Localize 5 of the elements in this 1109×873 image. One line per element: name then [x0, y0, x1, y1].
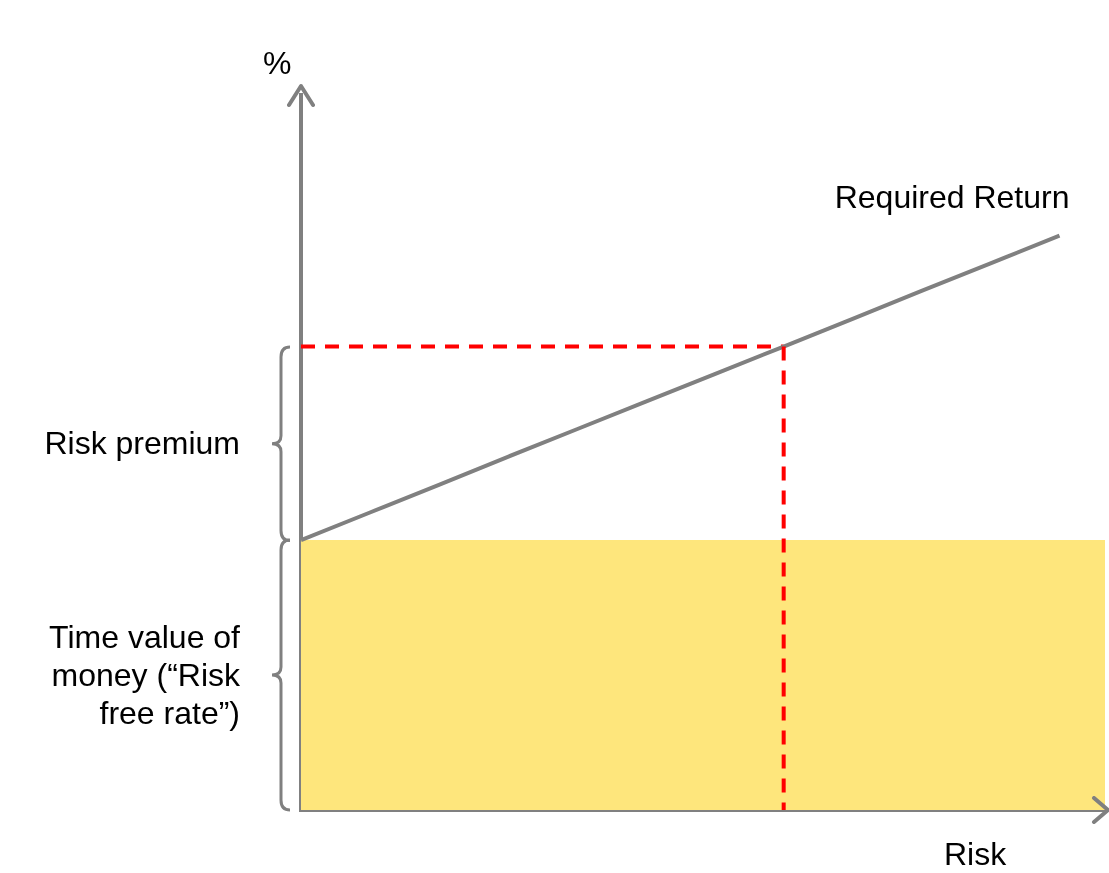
text: Risk premium — [43, 424, 240, 463]
y-axis-title: % — [263, 45, 292, 82]
series-label: Required Return — [834, 178, 1070, 215]
x-axis-title: Risk — [944, 836, 1007, 873]
text: Time value of money (“Risk free rate”) — [48, 618, 240, 733]
